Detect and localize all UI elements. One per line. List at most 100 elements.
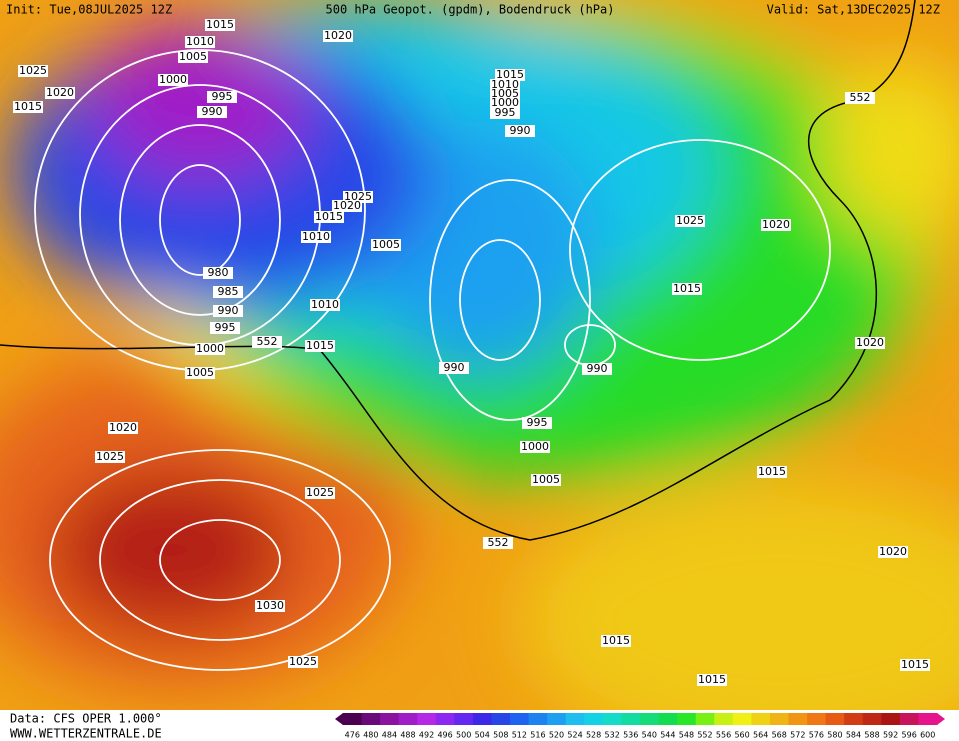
isobar-label: 1000 bbox=[520, 440, 550, 453]
cbar-label: 600 bbox=[920, 731, 935, 740]
label-box bbox=[195, 343, 225, 355]
cbar-label: 592 bbox=[883, 731, 898, 740]
isobar-label: 1020 bbox=[108, 421, 138, 434]
label-text: 1015 bbox=[602, 634, 630, 647]
isobar-label: 980 bbox=[203, 266, 233, 279]
label-text: 1015 bbox=[698, 673, 726, 686]
cbar-cell bbox=[769, 713, 789, 725]
isobar-label: 1015 bbox=[13, 100, 43, 113]
cbar-cell bbox=[695, 713, 715, 725]
label-text: 1020 bbox=[109, 421, 137, 434]
cbar-cell bbox=[918, 713, 938, 725]
label-box bbox=[95, 451, 125, 463]
label-box bbox=[323, 30, 353, 42]
cbar-cell bbox=[844, 713, 864, 725]
isobar-label: 1015 bbox=[697, 673, 727, 686]
label-text: 995 bbox=[212, 90, 233, 103]
cbar-cell bbox=[435, 713, 455, 725]
label-text: 1005 bbox=[186, 366, 214, 379]
cbar-cell bbox=[677, 713, 697, 725]
label-box bbox=[675, 215, 705, 227]
label-box bbox=[305, 340, 335, 352]
cbar-cell bbox=[899, 713, 919, 725]
cbar-cell bbox=[454, 713, 474, 725]
label-text: 1015 bbox=[315, 210, 343, 223]
label-box bbox=[900, 659, 930, 671]
label-text: 1025 bbox=[289, 655, 317, 668]
cbar-label: 532 bbox=[605, 731, 620, 740]
label-text: 990 bbox=[444, 361, 465, 374]
label-box bbox=[505, 125, 535, 137]
isobar-label: 1025 bbox=[288, 655, 318, 668]
isobar-label: 1015 bbox=[900, 658, 930, 671]
isobar-label: 1025 bbox=[18, 64, 48, 77]
label-box bbox=[332, 200, 362, 212]
isobar-label: 990 bbox=[439, 361, 469, 374]
isobar-label: 995 bbox=[522, 416, 552, 429]
cbar-label: 492 bbox=[419, 731, 434, 740]
label-text: 1020 bbox=[856, 336, 884, 349]
cbar-cell bbox=[602, 713, 622, 725]
isobar-label: 552 bbox=[252, 335, 282, 348]
label-text: 990 bbox=[218, 304, 239, 317]
cbar-label: 588 bbox=[864, 731, 879, 740]
isobar-label: 1015 bbox=[757, 465, 787, 478]
cbar-arrow-right bbox=[937, 713, 945, 725]
cbar-label: 568 bbox=[772, 731, 787, 740]
cbar-label: 508 bbox=[493, 731, 508, 740]
isobar-label: 995 bbox=[210, 321, 240, 334]
cbar-cell bbox=[621, 713, 641, 725]
label-text: 1020 bbox=[879, 545, 907, 558]
isobar-label: 1005 bbox=[178, 50, 208, 63]
footer-data: Data: CFS OPER 1.000° bbox=[10, 712, 162, 726]
label-box bbox=[878, 546, 908, 558]
cbar-label: 528 bbox=[586, 731, 601, 740]
cbar-label: 480 bbox=[363, 731, 378, 740]
isobar-label: 1015 bbox=[601, 634, 631, 647]
cbar-label: 556 bbox=[716, 731, 731, 740]
cbar-label: 496 bbox=[437, 731, 452, 740]
cbar-label: 576 bbox=[809, 731, 824, 740]
label-box bbox=[108, 422, 138, 434]
label-text: 1010 bbox=[491, 78, 519, 91]
isobar-label: 1015 bbox=[205, 18, 235, 31]
isobar-label: 1000 bbox=[195, 342, 225, 355]
label-box bbox=[845, 92, 875, 104]
label-box bbox=[252, 336, 282, 348]
label-text: 1015 bbox=[14, 100, 42, 113]
label-box bbox=[197, 106, 227, 118]
isobar-label: 990 bbox=[197, 105, 227, 118]
label-text: 995 bbox=[495, 106, 516, 119]
isobar-label: 1010 bbox=[185, 35, 215, 48]
label-box bbox=[203, 267, 233, 279]
label-text: 552 bbox=[488, 536, 509, 549]
cbar-label: 500 bbox=[456, 731, 471, 740]
cbar-label: 596 bbox=[902, 731, 917, 740]
label-text: 1025 bbox=[344, 190, 372, 203]
isobar-label: 1025 bbox=[305, 486, 335, 499]
isobar-label: 985 bbox=[213, 285, 243, 298]
label-box bbox=[310, 299, 340, 311]
label-text: 1010 bbox=[186, 35, 214, 48]
isobar-label: 1000 bbox=[490, 96, 520, 109]
label-box bbox=[255, 600, 285, 612]
label-text: 1010 bbox=[311, 298, 339, 311]
label-box bbox=[205, 19, 235, 31]
label-text: 990 bbox=[587, 362, 608, 375]
isobar-label: 1020 bbox=[45, 86, 75, 99]
label-text: 1025 bbox=[19, 64, 47, 77]
cbar-label: 484 bbox=[382, 731, 397, 740]
cbar-cell bbox=[528, 713, 548, 725]
label-box bbox=[490, 97, 520, 109]
cbar-cell bbox=[491, 713, 511, 725]
label-text: 1015 bbox=[206, 18, 234, 31]
cbar-cell bbox=[472, 713, 492, 725]
cbar-label: 516 bbox=[530, 731, 545, 740]
label-box bbox=[490, 107, 520, 119]
isobar-label: 1025 bbox=[95, 450, 125, 463]
label-text: 1020 bbox=[762, 218, 790, 231]
label-box bbox=[213, 305, 243, 317]
cbar-cell bbox=[361, 713, 381, 725]
